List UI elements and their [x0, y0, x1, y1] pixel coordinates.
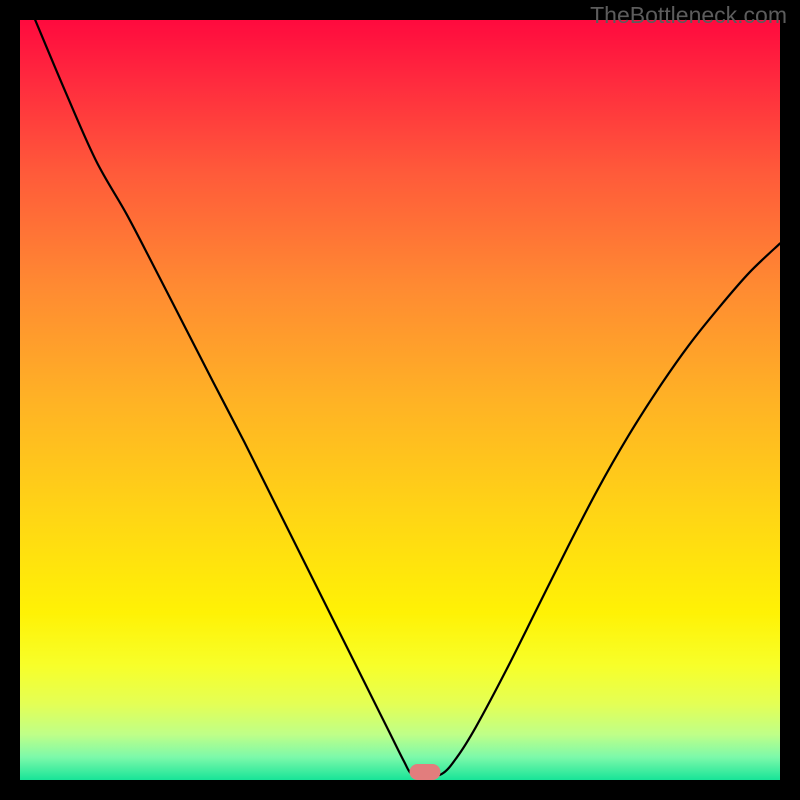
- plot-area: [20, 20, 780, 780]
- bottleneck-curve-line: [20, 20, 780, 780]
- optimum-marker: [410, 764, 441, 780]
- bottleneck-chart: TheBottleneck.com: [0, 0, 800, 800]
- watermark-label: TheBottleneck.com: [590, 2, 787, 29]
